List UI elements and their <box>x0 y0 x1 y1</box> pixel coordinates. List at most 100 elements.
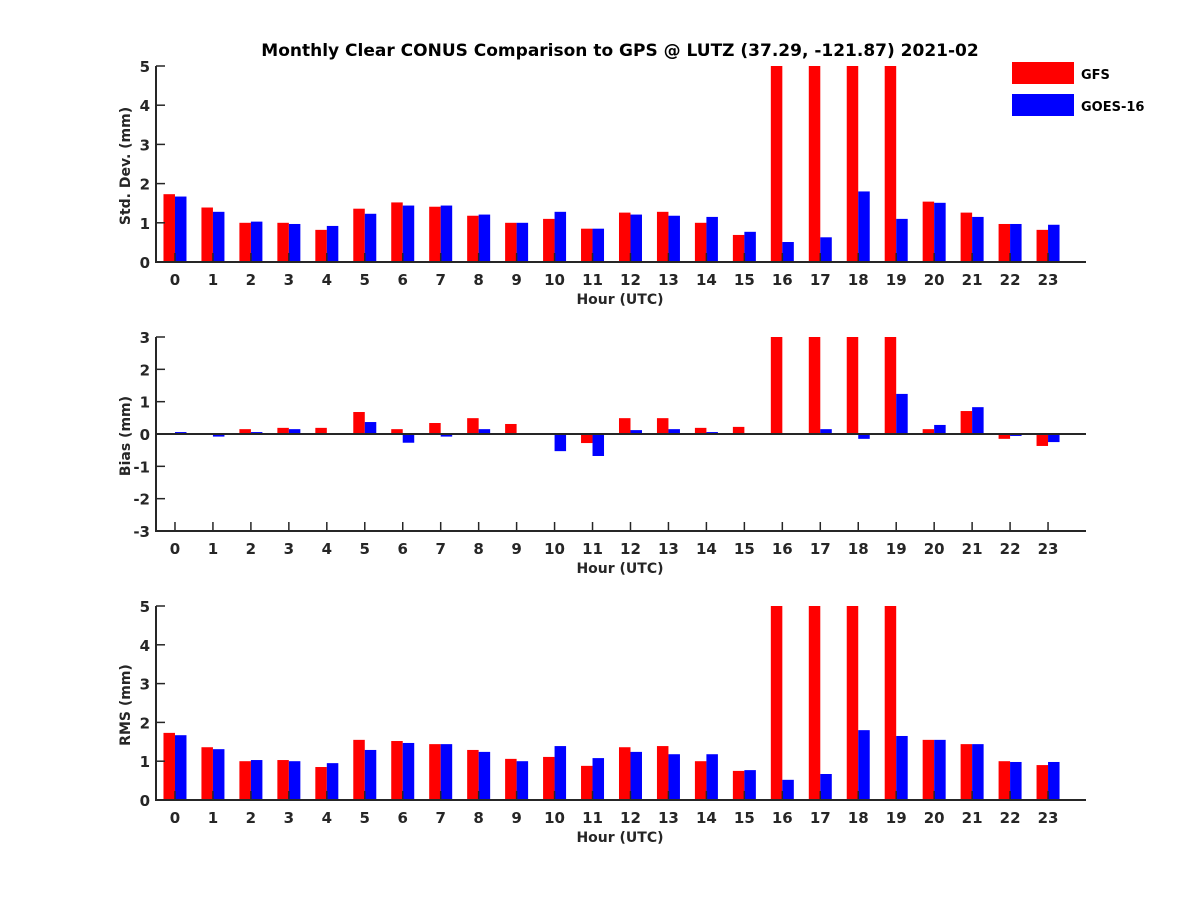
bar-rms-gfs-hour-12 <box>618 747 631 800</box>
bar-bias-goes16-hour-1 <box>212 434 225 437</box>
bar-bias-goes16-hour-12 <box>630 430 642 434</box>
y-tick-label-rms: 4 <box>140 637 150 655</box>
x-tick-label-rms: 7 <box>435 809 445 827</box>
bar-rms-gfs-hour-16 <box>770 606 783 800</box>
bar-bias-gfs-hour-17 <box>808 337 821 434</box>
bar-bias-goes16-hour-11 <box>592 434 605 456</box>
x-tick-label-bias: 12 <box>620 540 641 558</box>
bar-rms-gfs-hour-1 <box>201 747 213 800</box>
bar-rms-gfs-hour-0 <box>163 732 175 800</box>
bar-std-gfs-hour-14 <box>694 222 707 262</box>
bar-std-goes16-hour-0 <box>174 196 187 262</box>
y-tick-label-bias: -3 <box>133 523 150 541</box>
bar-std-goes16-hour-10 <box>554 211 567 262</box>
x-tick-label-bias: 20 <box>924 540 945 558</box>
y-tick-label-bias: 1 <box>140 394 150 412</box>
x-tick-label-bias: 1 <box>208 540 218 558</box>
y-tick-label-bias: 2 <box>140 361 150 379</box>
bar-rms-goes16-hour-14 <box>706 754 718 800</box>
x-tick-label-bias: 18 <box>848 540 869 558</box>
x-tick-label-bias: 4 <box>322 540 332 558</box>
y-tick-label-std: 4 <box>140 97 150 115</box>
bar-rms-goes16-hour-9 <box>516 761 529 800</box>
x-tick-label-std: 9 <box>511 271 521 289</box>
y-axis-label-bias: Bias (mm) <box>118 396 134 476</box>
bar-std-gfs-hour-9 <box>505 222 517 262</box>
x-tick-label-rms: 0 <box>170 809 180 827</box>
bar-std-goes16-hour-19 <box>896 218 908 262</box>
x-tick-label-bias: 3 <box>284 540 294 558</box>
bar-bias-gfs-hour-7 <box>429 423 441 434</box>
x-tick-label-std: 22 <box>1000 271 1021 289</box>
bar-bias-gfs-hour-16 <box>770 337 783 434</box>
x-tick-label-std: 21 <box>962 271 983 289</box>
x-tick-label-std: 7 <box>435 271 445 289</box>
x-tick-label-bias: 13 <box>658 540 679 558</box>
bar-std-goes16-hour-14 <box>706 216 718 262</box>
bar-rms-gfs-hour-19 <box>884 606 897 800</box>
bar-std-gfs-hour-1 <box>201 207 213 262</box>
x-tick-label-rms: 22 <box>1000 809 1021 827</box>
x-tick-label-rms: 10 <box>544 809 565 827</box>
x-tick-label-bias: 22 <box>1000 540 1021 558</box>
x-tick-label-bias: 8 <box>473 540 483 558</box>
bar-rms-goes16-hour-21 <box>972 744 984 800</box>
bar-rms-gfs-hour-13 <box>656 746 669 800</box>
x-tick-label-rms: 2 <box>246 809 256 827</box>
x-tick-label-bias: 7 <box>435 540 445 558</box>
y-tick-label-bias: 3 <box>140 329 150 347</box>
bar-std-gfs-hour-6 <box>391 202 403 262</box>
x-tick-label-rms: 5 <box>360 809 370 827</box>
bar-rms-gfs-hour-18 <box>846 606 859 800</box>
bar-bias-goes16-hour-19 <box>896 393 908 434</box>
bar-rms-goes16-hour-8 <box>478 751 491 800</box>
x-tick-label-bias: 5 <box>360 540 370 558</box>
x-tick-label-rms: 1 <box>208 809 218 827</box>
x-tick-label-bias: 17 <box>810 540 831 558</box>
bar-rms-gfs-hour-5 <box>353 739 365 800</box>
y-tick-label-std: 3 <box>140 136 150 154</box>
bar-std-goes16-hour-6 <box>402 205 415 262</box>
x-tick-label-std: 5 <box>360 271 370 289</box>
bar-std-goes16-hour-7 <box>440 205 453 262</box>
x-tick-label-std: 17 <box>810 271 831 289</box>
x-tick-label-std: 0 <box>170 271 180 289</box>
x-tick-label-rms: 23 <box>1038 809 1059 827</box>
bar-bias-gfs-hour-22 <box>998 434 1011 439</box>
x-tick-label-std: 13 <box>658 271 679 289</box>
legend-swatch-gfs <box>1012 62 1074 84</box>
bar-rms-gfs-hour-3 <box>277 760 289 800</box>
x-tick-label-bias: 21 <box>962 540 983 558</box>
y-tick-label-std: 5 <box>140 58 150 76</box>
bar-rms-goes16-hour-12 <box>630 751 642 800</box>
bar-rms-goes16-hour-1 <box>212 749 225 800</box>
bar-rms-goes16-hour-10 <box>554 746 567 800</box>
x-tick-label-bias: 2 <box>246 540 256 558</box>
bar-rms-goes16-hour-0 <box>174 735 187 800</box>
bar-std-gfs-hour-12 <box>618 212 631 262</box>
bar-bias-gfs-hour-18 <box>846 337 859 434</box>
bar-bias-goes16-hour-17 <box>820 429 832 434</box>
bar-bias-goes16-hour-3 <box>288 429 301 434</box>
bar-bias-gfs-hour-3 <box>277 427 289 434</box>
x-axis-label-std: Hour (UTC) <box>576 292 663 308</box>
bar-rms-goes16-hour-11 <box>592 758 605 800</box>
bar-std-goes16-hour-8 <box>478 214 491 262</box>
bar-std-goes16-hour-9 <box>516 222 529 262</box>
bar-bias-goes16-hour-23 <box>1048 434 1060 443</box>
bar-bias-gfs-hour-21 <box>960 411 973 434</box>
bar-rms-gfs-hour-23 <box>1036 765 1049 800</box>
x-tick-label-std: 2 <box>246 271 256 289</box>
bar-std-goes16-hour-11 <box>592 228 605 262</box>
x-tick-label-bias: 10 <box>544 540 565 558</box>
bar-std-gfs-hour-0 <box>163 194 175 262</box>
bar-std-goes16-hour-16 <box>782 242 794 262</box>
x-tick-label-std: 18 <box>848 271 869 289</box>
legend-swatch-goes16 <box>1012 94 1074 116</box>
x-tick-label-rms: 12 <box>620 809 641 827</box>
bar-bias-gfs-hour-11 <box>581 434 593 444</box>
bar-bias-gfs-hour-2 <box>239 429 251 434</box>
x-tick-label-std: 23 <box>1038 271 1059 289</box>
bar-bias-goes16-hour-7 <box>440 434 453 437</box>
